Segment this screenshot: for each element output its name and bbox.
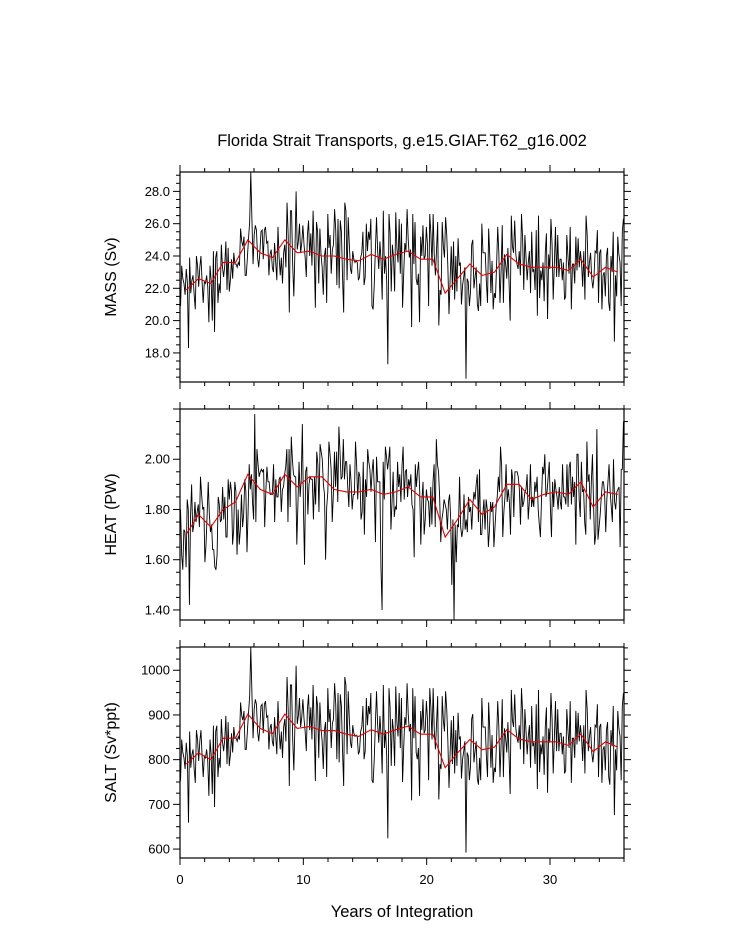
salt-xtick-label: 0: [176, 872, 183, 887]
salt-xtick-label: 10: [296, 872, 310, 887]
heat-ytick-label: 1.40: [145, 602, 170, 617]
heat-ytick-label: 1.60: [145, 552, 170, 567]
salt-ytick-label: 600: [148, 842, 170, 857]
salt-ytick-label: 900: [148, 707, 170, 722]
salt-annual-mean-series: [185, 713, 619, 769]
mass-ytick-label: 22.0: [145, 281, 170, 296]
salt-ytick-label: 700: [148, 797, 170, 812]
heat-monthly-series: [180, 414, 624, 620]
x-axis-label: Years of Integration: [331, 903, 474, 921]
heat-y-axis-label: HEAT (PW): [103, 473, 120, 555]
mass-ytick-label: 24.0: [145, 249, 170, 264]
mass-ytick-label: 18.0: [145, 345, 170, 360]
panels: 18.0 20.0 22.0 24.0 26.0 28.0 MASS (Sv) 1.40 1.6…: [103, 165, 631, 887]
salt-ytick-label: 800: [148, 752, 170, 767]
salt-ytick-label: 1000: [141, 663, 170, 678]
salt-xtick-label: 30: [543, 872, 557, 887]
salt-y-axis-label: SALT (Sv*ppt): [103, 702, 120, 803]
mass-panel: 18.0 20.0 22.0 24.0 26.0 28.0 MASS (Sv): [103, 165, 631, 389]
heat-ytick-label: 2.00: [145, 452, 170, 467]
mass-ytick-label: 20.0: [145, 313, 170, 328]
salt-panel: 600 700 800 900 1000 0 10 20 30 SALT (Sv*ppt): [103, 640, 631, 887]
mass-monthly-series: [180, 172, 624, 379]
mass-ytick-label: 28.0: [145, 184, 170, 199]
heat-annual-mean-series: [185, 473, 618, 539]
heat-ytick-label: 1.80: [145, 502, 170, 517]
mass-annual-mean-series: [185, 238, 619, 295]
mass-y-axis-label: MASS (Sv): [103, 237, 120, 316]
salt-xtick-label: 20: [419, 872, 433, 887]
heat-panel: 1.40 1.60 1.80 2.00 HEAT (PW): [103, 402, 631, 627]
salt-monthly-series: [180, 647, 624, 853]
mass-ytick-label: 26.0: [145, 216, 170, 231]
chart-title: Florida Strait Transports, g.e15.GIAF.T6…: [217, 132, 587, 150]
